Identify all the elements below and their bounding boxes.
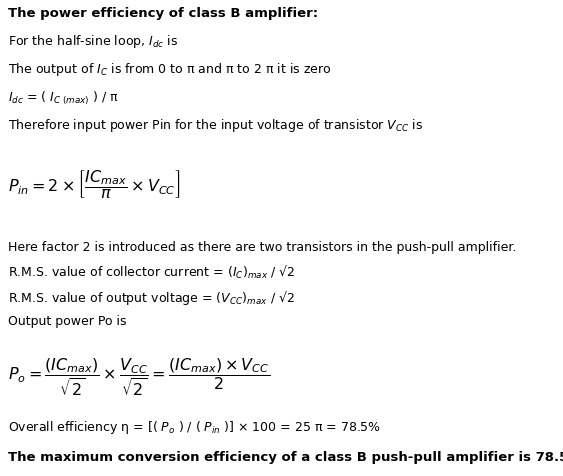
Text: The power efficiency of class B amplifier:: The power efficiency of class B amplifie…	[8, 8, 318, 20]
Text: Overall efficiency η = [( $P_o$ ) / ( $P_{in}$ )] × 100 = 25 π = 78.5%: Overall efficiency η = [( $P_o$ ) / ( $P…	[8, 418, 381, 436]
Text: The output of $I_C$ is from 0 to π and π to 2 π it is zero: The output of $I_C$ is from 0 to π and π…	[8, 61, 332, 79]
Text: R.M.S. value of output voltage = $( V_{CC} )_{max}$ / √2: R.M.S. value of output voltage = $( V_{C…	[8, 288, 295, 307]
Text: $P_{in} = 2 \times \left[\dfrac{IC_{max}}{\pi} \times V_{CC}\right]$: $P_{in} = 2 \times \left[\dfrac{IC_{max}…	[8, 169, 180, 201]
Text: For the half-sine loop, $I_{dc}$ is: For the half-sine loop, $I_{dc}$ is	[8, 33, 178, 50]
Text: Here factor 2 is introduced as there are two transistors in the push-pull amplif: Here factor 2 is introduced as there are…	[8, 241, 516, 254]
Text: Output power Po is: Output power Po is	[8, 315, 127, 328]
Text: R.M.S. value of collector current = $( I_C )_{max}$ / √2: R.M.S. value of collector current = $( I…	[8, 263, 296, 280]
Text: $P_o = \dfrac{(IC_{max})}{\sqrt{2}} \times \dfrac{V_{CC}}{\sqrt{2}} = \dfrac{(IC: $P_o = \dfrac{(IC_{max})}{\sqrt{2}} \tim…	[8, 356, 270, 398]
Text: $I_{dc}$ = ( $I_{C\ (max)}$ ) / π: $I_{dc}$ = ( $I_{C\ (max)}$ ) / π	[8, 89, 119, 107]
Text: The maximum conversion efficiency of a class B push-pull amplifier is 78.5%: The maximum conversion efficiency of a c…	[8, 451, 563, 464]
Text: Therefore input power Pin for the input voltage of transistor $V_{CC}$ is: Therefore input power Pin for the input …	[8, 117, 423, 134]
